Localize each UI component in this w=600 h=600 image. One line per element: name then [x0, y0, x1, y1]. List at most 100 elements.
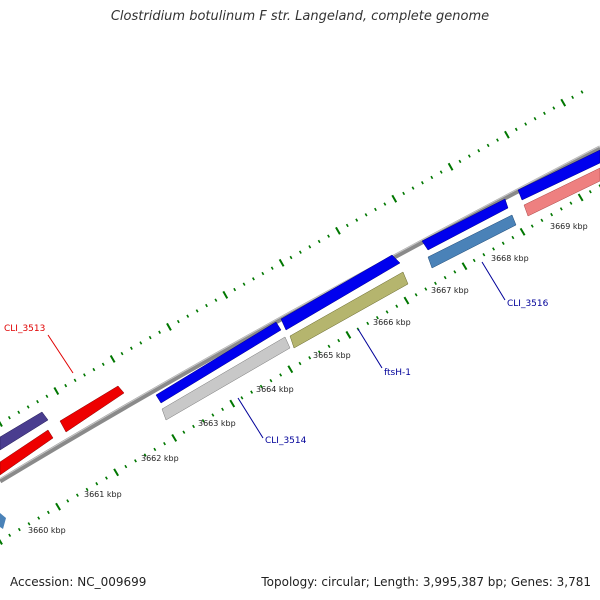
outer-track-tick — [580, 90, 584, 94]
inner-track-tick — [85, 487, 89, 492]
outer-track-tick — [158, 330, 162, 334]
inner-track-tick — [0, 539, 3, 545]
inner-track-tick — [453, 270, 457, 274]
inner-track-tick — [569, 201, 573, 205]
gene-reverse-grey[interactable] — [161, 336, 291, 421]
inner-track-tick — [182, 430, 186, 434]
inner-track-tick — [134, 459, 137, 463]
inner-track-tick — [519, 227, 526, 236]
outer-track-tick — [486, 143, 490, 148]
inner-track-tick — [511, 235, 515, 240]
gene-forward-blue-1[interactable] — [155, 321, 282, 404]
outer-track-tick — [261, 271, 265, 276]
inner-track-tick — [259, 384, 263, 389]
tick-label-3665: 3665 kbp — [313, 351, 351, 360]
inner-track-tick — [221, 407, 225, 412]
inner-track-tick — [269, 378, 273, 383]
tick-label-3666: 3666 kbp — [373, 318, 411, 327]
outer-track-tick — [364, 213, 368, 217]
reverse-genes — [0, 167, 600, 529]
inner-track-tick — [317, 350, 321, 354]
outer-track-tick — [514, 127, 518, 132]
inner-track-tick — [434, 281, 437, 286]
outer-track-tick — [335, 226, 341, 235]
outer-track-tick — [252, 277, 255, 281]
inner-track-tick — [492, 247, 496, 251]
outer-track-tick — [120, 351, 124, 356]
outer-track-tick — [83, 373, 86, 377]
inner-track-tick — [229, 399, 236, 408]
outer-track-tick — [533, 116, 537, 121]
inner-track-tick — [113, 468, 120, 477]
outer-track-tick — [571, 95, 575, 100]
gene-forward-blue-2[interactable] — [280, 254, 401, 331]
inner-track-tick — [337, 338, 341, 343]
leader-cli-3514 — [237, 397, 264, 439]
inner-track-tick — [163, 441, 166, 446]
gene-forward-red[interactable] — [59, 385, 125, 433]
inner-track-tick — [395, 304, 399, 308]
gene-reverse-steel-edge[interactable] — [0, 513, 6, 529]
outer-track-tick — [148, 335, 152, 340]
outer-track-tick — [278, 258, 285, 267]
outer-track-tick — [524, 122, 528, 126]
outer-track-tick — [92, 367, 96, 372]
outer-track-tick — [552, 106, 556, 110]
gene-reverse-red[interactable] — [0, 429, 54, 476]
gene-reverse-olive[interactable] — [289, 271, 409, 349]
inner-track-tick — [171, 433, 178, 442]
map-title: Clostridium botulinum F str. Langeland, … — [110, 9, 490, 24]
inner-track-tick — [55, 502, 61, 511]
inner-track-tick — [287, 365, 294, 374]
outer-track-tick — [205, 303, 208, 308]
gene-reverse-steel[interactable] — [427, 214, 517, 269]
outer-track-tick — [289, 255, 293, 260]
outer-track-tick — [447, 162, 454, 171]
gene-label-ftsh-1[interactable]: ftsH-1 — [384, 368, 411, 378]
outer-track-tick — [166, 322, 172, 331]
outer-track-tick — [355, 218, 359, 222]
outer-track-tick — [477, 149, 481, 153]
gene-label-cli-3516[interactable]: CLI_3516 — [507, 299, 549, 309]
inner-track-tick — [577, 193, 584, 202]
kbp-tick-labels: 3660 kbp 3661 kbp 3662 kbp 3663 kbp 3664… — [28, 222, 588, 535]
outer-track-tick — [402, 191, 406, 196]
inner-track-tick — [366, 321, 370, 326]
outer-track-tick — [186, 314, 190, 318]
gene-reverse-pink[interactable] — [523, 167, 600, 217]
gene-label-cli-3513[interactable]: CLI_3513 — [4, 324, 45, 334]
outer-track-tick — [391, 194, 398, 203]
outer-track-tick — [458, 159, 462, 164]
gene-forward-blue-4[interactable] — [517, 149, 600, 201]
leader-ftsh-1 — [357, 328, 383, 369]
inner-track-tick — [308, 356, 312, 360]
outer-track-tick — [345, 223, 349, 228]
inner-track-tick — [298, 361, 302, 366]
outer-track-tick — [496, 138, 499, 142]
inner-track-tick — [559, 207, 563, 211]
inner-track-tick — [424, 287, 428, 291]
gene-label-cli-3514[interactable]: CLI_3514 — [265, 436, 307, 446]
outer-track-tick — [0, 420, 3, 427]
inner-track-tick — [240, 396, 244, 400]
outer-track-tick — [176, 319, 180, 324]
inner-track-tick — [414, 293, 418, 297]
gene-label-leaders — [47, 261, 506, 439]
inner-track-tick — [211, 413, 215, 417]
outer-track-tick — [26, 405, 30, 409]
gene-forward-purple[interactable] — [0, 411, 49, 451]
gene-forward-blue-3[interactable] — [421, 198, 509, 251]
inner-track-tick — [279, 373, 283, 377]
inner-track-tick — [27, 522, 31, 526]
outer-track-tick — [139, 341, 143, 345]
outer-track-tick — [17, 410, 21, 415]
inner-track-tick — [46, 510, 50, 515]
accession-text: Accession: NC_009699 — [10, 575, 147, 589]
inner-track-tick — [550, 212, 554, 217]
outer-track-tick — [195, 309, 199, 313]
gene-labels: CLI_3513 CLI_3514 ftsH-1 CLI_3516 — [4, 299, 549, 446]
outer-track-tick — [411, 186, 415, 190]
inner-track-tick — [540, 218, 544, 223]
outer-track-tick — [45, 394, 49, 399]
